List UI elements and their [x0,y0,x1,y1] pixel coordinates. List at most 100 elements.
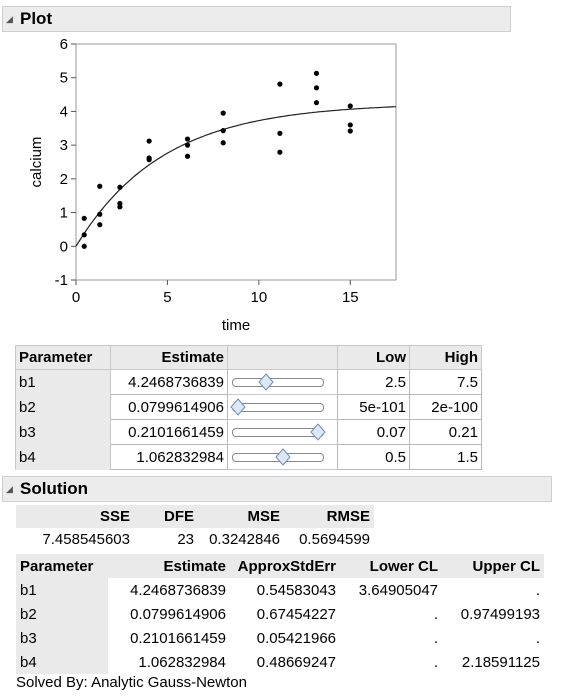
stat-header-sse: SSE [16,505,134,528]
stat-header-mse: MSE [198,505,284,528]
x-tick-label: 5 [163,289,171,306]
est-col-parameter: Parameter [16,554,108,578]
data-point [146,138,152,144]
y-tick-label: 0 [60,238,68,255]
data-point [117,204,123,210]
data-point [146,157,152,163]
col-header-parameter: Parameter [15,345,111,370]
data-point [347,122,353,128]
param-slider-cell [227,444,338,470]
data-point [97,183,103,189]
fit-curve [75,106,397,247]
param-name: b1 [15,369,111,395]
data-point [81,243,87,249]
data-point [277,81,283,87]
stat-value-mse: 0.3242846 [209,531,280,548]
param-low-field[interactable]: 2.5 [337,369,410,395]
parameter-table: Parameter Estimate Low High b1 4.24687368… [15,345,482,470]
data-point [277,130,283,136]
param-row-b2: b2 0.0799614906 5e-101 2e-100 [15,394,482,420]
param-estimate-field[interactable]: 0.2101661459 [110,419,228,445]
x-axis-label: time [222,317,250,334]
data-point [220,140,226,146]
estimate-row-b4: b4 1.062832984 0.48669247. 2.18591125 [16,650,544,674]
col-header-slider [227,345,338,370]
data-point [313,85,320,91]
est-lower-cl: . [433,605,438,623]
disclosure-triangle-icon[interactable]: ◢ [6,13,13,24]
solution-stats-table: SSE DFE MSE RMSE 7.458545603 23 0.324284… [16,505,374,551]
estimate-row-b3: b3 0.2101661459 0.05421966.. [16,626,544,650]
y-tick-label: 5 [60,70,68,87]
est-estimate: 0.0799614906 [130,605,226,623]
y-tick-label: 6 [60,36,68,53]
slider-thumb-icon[interactable] [230,398,246,416]
param-low-field[interactable]: 0.5 [337,444,410,470]
est-lower-cl: . [433,653,438,671]
param-high-field[interactable]: 0.21 [409,419,482,445]
param-slider-cell [227,419,338,445]
data-point [184,136,191,142]
slider-thumb-icon[interactable] [310,423,326,441]
plot-title: Plot [20,9,53,28]
param-high-field[interactable]: 7.5 [409,369,482,395]
solution-outline-header[interactable]: ◢ Solution [2,476,552,502]
data-point [184,153,191,159]
est-lower-cl: 3.64905047 [358,581,438,599]
est-param-name: b3 [16,626,108,650]
slider-thumb-icon[interactable] [275,448,291,466]
est-upper-cl: . [535,581,540,599]
param-slider[interactable] [230,420,326,444]
data-point [220,128,226,134]
est-stderr: 0.05421966 [256,629,336,647]
data-point [81,232,87,238]
est-col-lower-cl: Lower CL [340,554,442,578]
estimates-table: Parameter Estimate ApproxStdErr Lower CL… [16,554,544,674]
y-tick-label: 1 [60,205,68,222]
disclosure-triangle-icon[interactable]: ◢ [6,483,13,494]
slider-thumb-icon[interactable] [258,373,274,391]
param-low-field[interactable]: 0.07 [337,419,410,445]
param-name: b4 [15,444,111,470]
param-estimate-field[interactable]: 0.0799614906 [110,394,228,420]
y-tick-label: 2 [60,171,68,188]
data-point [117,184,123,190]
x-tick-label: 0 [72,289,80,306]
param-slider-cell [227,369,338,395]
est-upper-cl: . [535,629,540,647]
data-point [313,100,320,106]
param-high-field[interactable]: 2e-100 [409,394,482,420]
est-param-name: b4 [16,650,108,674]
param-slider[interactable] [230,395,326,419]
est-estimate: 0.2101661459 [130,629,226,647]
data-point [81,215,87,221]
solved-by-label: Solved By: [16,674,88,691]
param-slider[interactable] [230,445,326,469]
plot-frame [75,43,397,281]
plot-outline-header[interactable]: ◢ Plot [2,6,511,32]
est-stderr: 0.67454227 [256,605,336,623]
stat-value-rmse: 0.5694599 [299,531,370,548]
data-point [347,128,353,134]
param-row-b1: b1 4.2468736839 2.5 7.5 [15,369,482,395]
stat-header-rmse: RMSE [284,505,374,528]
data-point [277,149,283,155]
est-estimate: 4.2468736839 [130,581,226,599]
param-high-field[interactable]: 1.5 [409,444,482,470]
param-low-field[interactable]: 5e-101 [337,394,410,420]
estimate-row-b1: b1 4.2468736839 0.54583043 3.64905047. [16,578,544,602]
est-estimate: 1.062832984 [138,653,226,671]
solution-title: Solution [20,479,88,498]
param-slider[interactable] [230,370,326,394]
est-stderr: 0.54583043 [256,581,336,599]
param-row-b4: b4 1.062832984 0.5 1.5 [15,444,482,470]
data-point [184,142,191,148]
est-upper-cl: 0.97499193 [460,605,540,623]
est-col-stderr: ApproxStdErr [230,554,340,578]
data-point [347,103,353,109]
param-slider-cell [227,394,338,420]
param-estimate-field[interactable]: 1.062832984 [110,444,228,470]
data-point [97,222,103,228]
param-estimate-field[interactable]: 4.2468736839 [110,369,228,395]
